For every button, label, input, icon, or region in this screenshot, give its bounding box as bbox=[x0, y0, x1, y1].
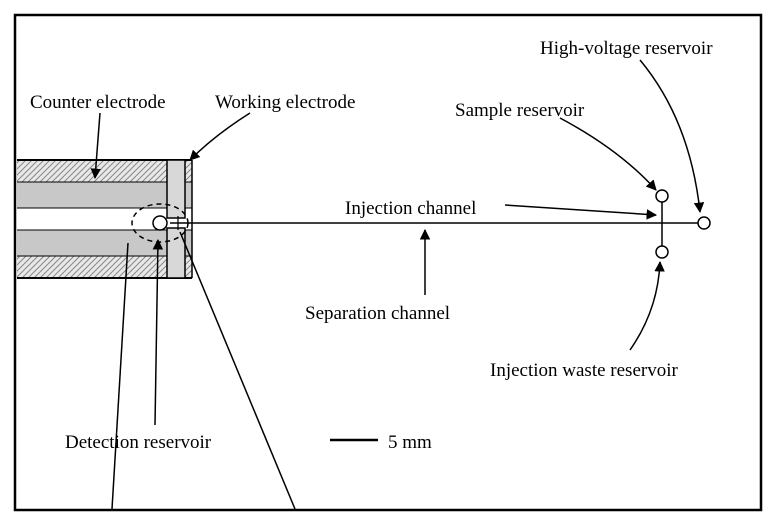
label-sample-reservoir: Sample reservoir bbox=[455, 100, 584, 122]
label-scale-bar: 5 mm bbox=[388, 432, 432, 454]
reservoir-hv bbox=[698, 217, 710, 229]
reservoir-waste bbox=[656, 246, 668, 258]
arrow-highVoltage bbox=[640, 60, 700, 212]
electrode-band-0 bbox=[17, 160, 192, 182]
arrow-leadoutB bbox=[180, 232, 295, 509]
reservoir-sample bbox=[656, 190, 668, 202]
diagram-canvas: High-voltage reservoir Counter electrode… bbox=[0, 0, 776, 525]
working-electrode-top bbox=[167, 160, 185, 218]
arrow-injChannel bbox=[505, 205, 656, 215]
arrow-leadoutA bbox=[112, 243, 128, 509]
label-separation-channel: Separation channel bbox=[305, 303, 450, 325]
label-high-voltage-reservoir: High-voltage reservoir bbox=[540, 38, 713, 60]
working-electrode-bottom bbox=[167, 228, 185, 278]
label-counter-electrode: Counter electrode bbox=[30, 92, 166, 114]
electrode-band-3 bbox=[17, 230, 192, 256]
label-injection-channel: Injection channel bbox=[345, 198, 476, 220]
label-detection-reservoir: Detection reservoir bbox=[65, 432, 211, 454]
detection-port bbox=[153, 216, 167, 230]
arrow-working bbox=[190, 113, 250, 160]
arrow-injWaste bbox=[630, 262, 660, 350]
label-working-electrode: Working electrode bbox=[215, 92, 355, 114]
label-injection-waste-reservoir: Injection waste reservoir bbox=[490, 360, 678, 382]
arrow-sample bbox=[560, 118, 656, 190]
electrode-band-4 bbox=[17, 256, 192, 278]
